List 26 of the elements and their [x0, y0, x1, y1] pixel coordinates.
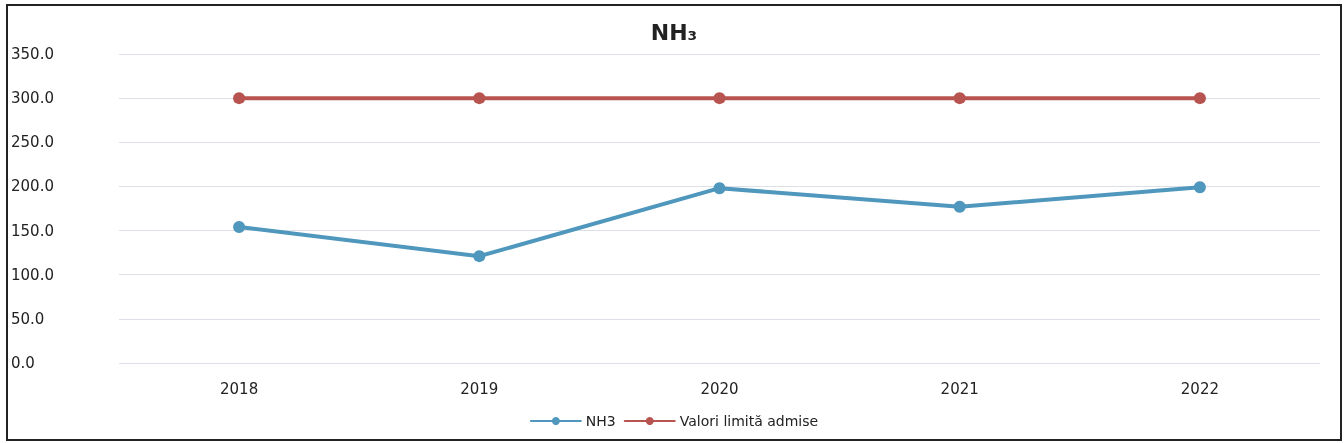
y-tick-label: 350.0 — [11, 45, 54, 63]
y-tick-label: 150.0 — [11, 221, 54, 240]
point — [473, 250, 486, 263]
y-tick-label: 50.0 — [11, 309, 45, 328]
x-tick-label: 2022 — [1180, 379, 1219, 398]
point — [1193, 181, 1206, 194]
chart-title: NH₃ — [650, 19, 698, 45]
y-tick-label: 100.0 — [11, 265, 54, 284]
y-tick-label: 200.0 — [11, 177, 54, 196]
legend-label: NH3 — [585, 413, 616, 429]
x-tick-label: 2018 — [220, 379, 259, 398]
y-tick-label: 0.0 — [11, 354, 35, 372]
point — [1193, 92, 1206, 105]
y-tick-label: 250.0 — [11, 133, 54, 152]
y-tick-label: 300.0 — [11, 89, 54, 108]
point — [953, 200, 966, 213]
x-tick-label: 2021 — [940, 379, 979, 398]
point — [233, 92, 246, 105]
point — [473, 92, 486, 105]
point — [713, 182, 726, 195]
x-tick-label: 2020 — [700, 379, 739, 398]
point — [953, 92, 966, 105]
x-tick-label: 2019 — [460, 379, 499, 398]
legend-label: Valori limită admise — [679, 413, 819, 429]
point — [713, 92, 726, 105]
point — [233, 221, 246, 234]
